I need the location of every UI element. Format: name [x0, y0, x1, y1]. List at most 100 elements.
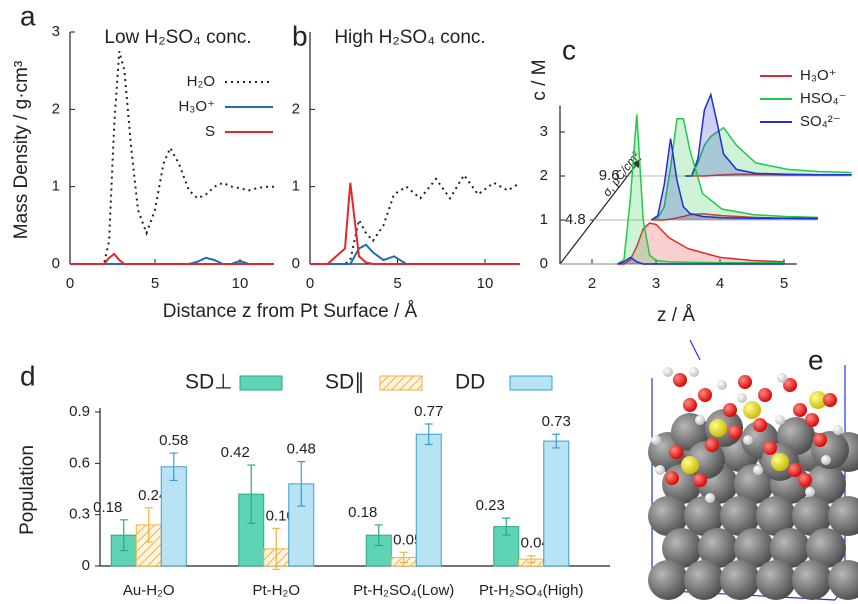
value-label: 0.48 [287, 441, 316, 458]
legend-label: H₂O [187, 73, 215, 90]
y-tick-label: 0.3 [69, 506, 90, 523]
hydrogen-atom [775, 415, 785, 425]
x-tick-label: 10 [232, 275, 249, 292]
hydrogen-atom [663, 367, 673, 377]
oxygen-atom [813, 433, 827, 447]
hydrogen-atom [737, 393, 747, 403]
oxygen-atom [798, 473, 812, 487]
hydrogen-atom [705, 493, 715, 503]
x-tick-label: 0 [66, 275, 74, 292]
metal-atom [720, 560, 760, 600]
y-tick-label: 0 [82, 557, 90, 574]
y-tick-label: 0.6 [69, 454, 90, 471]
oxygen-atom [705, 438, 719, 452]
oxygen-atom [788, 463, 802, 477]
y-axis-label: Population [17, 445, 38, 535]
y-tick-label: 0.9 [69, 403, 90, 420]
molecular-snapshot [648, 340, 858, 600]
legend-label: H₃O⁺ [178, 98, 215, 115]
value-label: 0.77 [414, 403, 443, 420]
legend-swatch [510, 376, 552, 390]
hydrogen-atom [777, 373, 787, 383]
y-axis-label: Mass Density / g·cm³ [11, 61, 32, 239]
cell-edge [690, 340, 700, 360]
y-tick-label: 3 [540, 123, 548, 140]
x-tick-label: Au-H₂O [123, 582, 175, 599]
legend-label: HSO₄⁻ [800, 90, 847, 107]
hydrogen-atom [717, 380, 727, 390]
panel-label: d [20, 360, 36, 391]
y-tick-label: 0 [52, 255, 60, 272]
hydrogen-atom [743, 435, 753, 445]
x-tick-label: Pt-H₂SO₄(Low) [353, 582, 454, 599]
value-label: 0.18 [93, 499, 122, 516]
value-label: 0.42 [221, 444, 250, 461]
x-axis-label: z / Å [657, 305, 695, 326]
series-line [310, 245, 520, 264]
oxygen-atom [723, 403, 737, 417]
y-tick-label: 1 [52, 178, 60, 195]
depth-tick-label: 4.8 [565, 211, 586, 228]
series-line [310, 183, 520, 264]
panel-label: a [20, 0, 36, 31]
x-tick-label: 5 [151, 275, 159, 292]
hydrogen-atom [805, 487, 815, 497]
y-tick-label: 1 [292, 178, 300, 195]
y-tick-label: 1 [540, 211, 548, 228]
hydrogen-atom [695, 415, 705, 425]
legend-label: S [205, 123, 215, 140]
oxygen-atom [683, 398, 697, 412]
oxygen-atom [669, 445, 683, 459]
oxygen-atom [758, 388, 772, 402]
x-tick-label: 10 [477, 275, 494, 292]
x-tick-label: Pt-H₂SO₄(High) [479, 582, 583, 599]
hydrogen-atom [821, 455, 831, 465]
x-axis-label: Distance z from Pt Surface / Å [163, 301, 418, 322]
depth-tick-label: 9.6 [599, 167, 620, 184]
panel-label: c [562, 34, 576, 65]
oxygen-atom [693, 473, 707, 487]
sulfur-atom [681, 456, 699, 474]
figure: e aLow H₂SO₄ conc.05100123Mass Density /… [0, 0, 858, 604]
x-tick-label: 2 [588, 275, 596, 292]
metal-atom [648, 560, 688, 600]
panel-label: e [808, 344, 824, 375]
hydrogen-atom [651, 435, 661, 445]
panel-title: High H₂SO₄ conc. [334, 27, 485, 48]
metal-atom [792, 560, 832, 600]
y-tick-label: 2 [540, 167, 548, 184]
value-label: 0.18 [348, 504, 377, 521]
oxygen-atom [665, 471, 679, 485]
hydrogen-atom [833, 425, 843, 435]
legend-swatch [380, 376, 422, 390]
series-line [70, 51, 274, 264]
oxygen-atom [793, 403, 807, 417]
legend-label: DD [455, 371, 485, 394]
bar [416, 434, 441, 566]
hydrogen-atom [655, 465, 665, 475]
value-label: 0.23 [476, 497, 505, 514]
panel-title: Low H₂SO₄ conc. [104, 27, 251, 48]
y-tick-label: 2 [292, 100, 300, 117]
metal-atom [684, 560, 724, 600]
y-tick-label: 2 [52, 100, 60, 117]
x-tick-label: 5 [393, 275, 401, 292]
bar [544, 441, 569, 566]
value-label: 0.58 [159, 432, 188, 449]
value-label: 0.73 [542, 413, 571, 430]
oxygen-atom [698, 388, 712, 402]
legend-label: SD∥ [325, 371, 365, 394]
sulfur-atom [771, 453, 789, 471]
x-tick-label: Pt-H₂O [253, 582, 301, 599]
oxygen-atom [805, 413, 819, 427]
legend-label: SO₄²⁻ [800, 113, 841, 130]
hydrogen-atom [753, 465, 763, 475]
bar [161, 467, 186, 566]
oxygen-atom [673, 373, 687, 387]
x-tick-label: 3 [652, 275, 660, 292]
x-tick-label: 0 [306, 275, 314, 292]
oxygen-atom [823, 393, 837, 407]
y-tick-label: 3 [52, 23, 60, 40]
legend-swatch [240, 376, 282, 390]
oxygen-atom [753, 418, 767, 432]
